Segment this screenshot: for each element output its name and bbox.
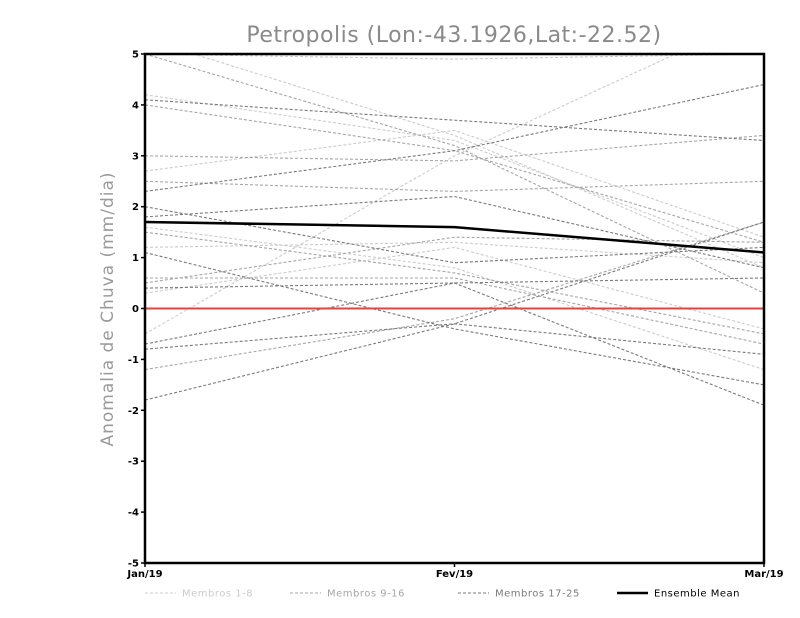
legend-label: Ensemble Mean bbox=[654, 589, 740, 600]
plot-frame bbox=[143, 52, 766, 565]
member-line-23 bbox=[145, 277, 764, 289]
y-tick-label: -4 bbox=[128, 508, 139, 519]
member-line-5 bbox=[145, 129, 764, 238]
y-tick-label: -5 bbox=[128, 559, 139, 570]
member-line-25 bbox=[145, 282, 764, 406]
plot-lines bbox=[145, 54, 764, 406]
member-line-2 bbox=[145, 54, 764, 60]
member-line-12 bbox=[145, 277, 764, 345]
chart-title: Petropolis (Lon:-43.1926,Lat:-22.52) bbox=[246, 23, 661, 48]
legend: Membros 1-8 Membros 9-16 Membros 17-25 Ense… bbox=[145, 589, 740, 600]
member-line-21 bbox=[145, 251, 764, 386]
member-line-24 bbox=[145, 221, 764, 401]
member-line-11 bbox=[145, 231, 764, 335]
member-line-1 bbox=[145, 94, 764, 259]
member-line-14 bbox=[145, 54, 764, 294]
member-line-3 bbox=[145, 54, 677, 335]
member-line-10 bbox=[145, 134, 764, 162]
x-tick-label: Mar/19 bbox=[744, 569, 783, 580]
y-tick-label: 0 bbox=[132, 304, 139, 315]
member-line-6 bbox=[145, 246, 764, 330]
member-line-22 bbox=[145, 323, 764, 355]
y-tick-label: 4 bbox=[132, 100, 139, 111]
ensemble-mean-line bbox=[145, 220, 764, 254]
legend-label: Membros 1-8 bbox=[182, 589, 253, 600]
y-tick-label: 5 bbox=[132, 50, 139, 61]
y-tick-label: 3 bbox=[132, 151, 139, 162]
member-line-8 bbox=[145, 226, 764, 371]
member-line-7 bbox=[192, 54, 764, 269]
x-ticks: Jan/19 Fev/19 Mar/19 bbox=[126, 563, 784, 580]
y-tick-label: -1 bbox=[128, 355, 139, 366]
y-tick-label: -2 bbox=[128, 406, 139, 417]
y-tick-label: -3 bbox=[128, 457, 139, 468]
x-tick-label: Fev/19 bbox=[436, 569, 473, 580]
member-line-16 bbox=[145, 236, 764, 284]
member-line-9 bbox=[145, 104, 764, 243]
legend-label: Membros 17-25 bbox=[495, 589, 580, 600]
y-tick-label: 1 bbox=[132, 253, 139, 264]
y-ticks: 5 4 3 2 1 0 -1 -2 -3 -4 -5 bbox=[128, 50, 145, 570]
member-line-20 bbox=[145, 206, 764, 264]
y-tick-label: 2 bbox=[132, 202, 139, 213]
x-tick-label: Jan/19 bbox=[126, 569, 162, 580]
legend-label: Membros 9-16 bbox=[327, 589, 405, 600]
member-line-17 bbox=[145, 99, 764, 142]
member-line-15 bbox=[145, 180, 764, 192]
member-line-18 bbox=[145, 83, 764, 192]
y-axis-label: Anomalia de Chuva (mm/dia) bbox=[98, 171, 118, 446]
